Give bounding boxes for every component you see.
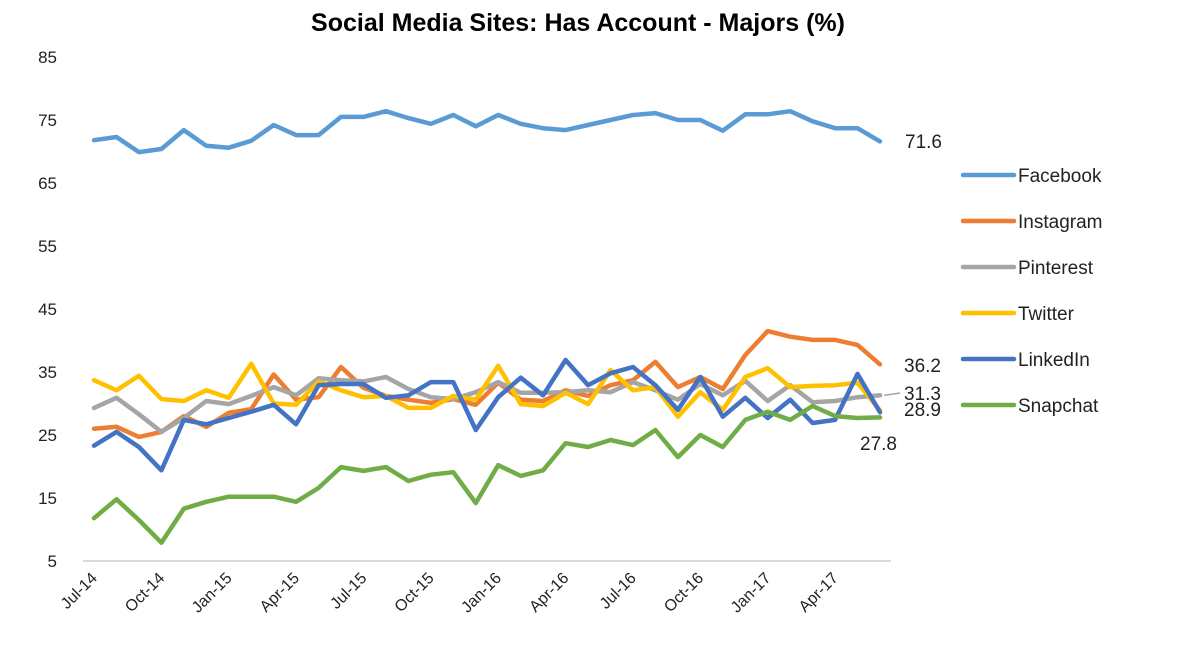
x-tick-label: Oct-16: [661, 570, 707, 616]
end-label-instagram: 36.2: [904, 356, 941, 377]
y-tick-label: 35: [38, 363, 57, 382]
y-tick-label: 25: [38, 426, 57, 445]
y-tick-label: 45: [38, 300, 57, 319]
series-line-twitter: [91, 361, 883, 419]
series-line-snapchat: [91, 403, 883, 545]
chart-title: Social Media Sites: Has Account - Majors…: [311, 9, 845, 37]
series-line-facebook: [91, 108, 883, 155]
x-tick-label: Apr-17: [796, 570, 842, 616]
series-line-instagram: [91, 328, 883, 440]
legend-item-twitter: Twitter: [960, 304, 1075, 325]
label-leader-line: [883, 392, 901, 397]
x-axis: Jul-14 Oct-14 Jan-15 Apr-15 Jul-15 Oct-15 Jan-…: [58, 570, 842, 617]
end-labels: 71.6 36.2 31.328.9 27.8: [860, 132, 942, 455]
x-tick-label: Jul-16: [597, 570, 640, 613]
end-label-pinterest: 31.3: [904, 384, 941, 405]
series-line-pinterest: [91, 374, 883, 435]
end-label-facebook: 71.6: [905, 132, 942, 153]
legend-label: Pinterest: [1018, 258, 1094, 279]
legend-label: Facebook: [1018, 166, 1102, 187]
y-axis: 5 15 25 35 45 55 65 75 85: [38, 48, 57, 571]
end-label-twitter: 28.9: [904, 400, 941, 421]
x-tick-label: Apr-15: [257, 570, 303, 616]
y-tick-label: 15: [38, 489, 57, 508]
y-tick-label: 5: [48, 552, 57, 571]
x-tick-label: Jan-17: [728, 570, 775, 617]
x-tick-label: Oct-14: [122, 570, 168, 616]
legend-item-linkedin: LinkedIn: [960, 350, 1090, 371]
legend-item-facebook: Facebook: [960, 166, 1102, 187]
legend-item-pinterest: Pinterest: [960, 258, 1094, 279]
series-group: [91, 108, 883, 545]
legend-label: Twitter: [1018, 304, 1075, 325]
y-tick-label: 65: [38, 174, 57, 193]
x-tick-label: Apr-16: [526, 570, 572, 616]
y-tick-label: 85: [38, 48, 57, 67]
series-line-linkedin: [91, 357, 883, 473]
x-tick-label: Jul-15: [327, 570, 370, 613]
x-tick-label: Jan-15: [189, 570, 236, 617]
legend-label: LinkedIn: [1018, 350, 1090, 371]
x-tick-label: Jan-16: [458, 570, 505, 617]
x-tick-label: Oct-15: [392, 570, 438, 616]
legend-item-snapchat: Snapchat: [960, 396, 1099, 417]
legend-label: Instagram: [1018, 212, 1102, 233]
x-tick-label: Jul-14: [58, 570, 101, 613]
end-label-snapchat: 27.8: [860, 434, 897, 455]
legend-label: Snapchat: [1018, 396, 1099, 417]
legend: Facebook Instagram Pinterest Twitter LinkedI…: [960, 166, 1102, 417]
y-tick-label: 75: [38, 111, 57, 130]
legend-item-instagram: Instagram: [960, 212, 1102, 233]
y-tick-label: 55: [38, 237, 57, 256]
